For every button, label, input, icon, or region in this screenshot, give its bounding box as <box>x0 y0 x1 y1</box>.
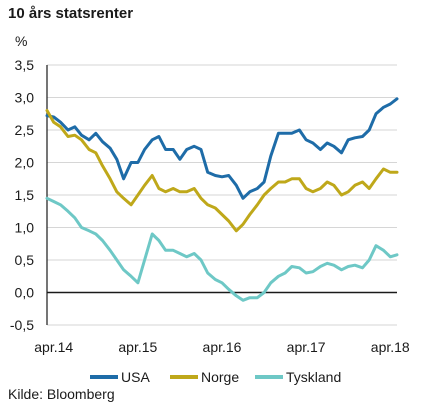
legend-label-norge: Norge <box>201 369 239 385</box>
x-tick-label: apr.17 <box>287 339 326 355</box>
legend-label-tyskland: Tyskland <box>286 369 341 385</box>
y-axis-ticks: -0,5 0,0 0,5 1,0 1,5 2,0 2,5 3,0 3,5 <box>10 57 34 333</box>
x-tick-label: apr.15 <box>118 339 157 355</box>
series-lines <box>45 97 399 302</box>
y-tick-label: 0,5 <box>15 252 35 268</box>
y-tick-label: -0,5 <box>10 317 34 333</box>
x-axis-ticks: apr.14 apr.15 apr.16 apr.17 apr.18 <box>34 339 410 355</box>
x-tick-label: apr.16 <box>203 339 242 355</box>
series-line-norge <box>45 109 399 233</box>
y-tick-label: 0,0 <box>15 285 35 301</box>
y-tick-label: 2,0 <box>15 155 35 171</box>
y-tick-label: 3,5 <box>15 57 35 73</box>
gridlines <box>46 64 397 326</box>
y-axis-unit: % <box>15 33 28 49</box>
y-tick-label: 3,0 <box>15 90 35 106</box>
y-tick-label: 1,0 <box>15 220 35 236</box>
source-note: Kilde: Bloomberg <box>8 386 115 402</box>
series-line-tyskland <box>45 196 399 302</box>
series-line-usa <box>45 97 399 200</box>
legend-label-usa: USA <box>121 369 150 385</box>
chart-title: 10 års statsrenter <box>8 5 134 22</box>
x-tick-label: apr.14 <box>34 339 73 355</box>
x-tick-label: apr.18 <box>371 339 410 355</box>
y-tick-label: 1,5 <box>15 187 35 203</box>
y-tick-label: 2,5 <box>15 122 35 138</box>
legend: USA Norge Tyskland <box>90 369 341 385</box>
